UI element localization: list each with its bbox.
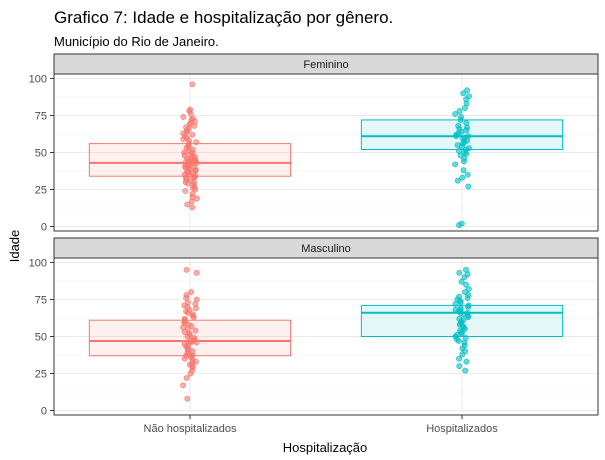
data-point <box>460 167 467 174</box>
y-tick-label: 75 <box>35 294 47 306</box>
panel-border <box>53 73 599 232</box>
data-point <box>456 315 463 322</box>
data-point <box>455 122 462 129</box>
panel-border <box>53 257 599 416</box>
data-point <box>465 133 471 140</box>
data-point <box>189 204 196 211</box>
data-point <box>456 108 463 114</box>
y-tick-label: 25 <box>35 185 47 197</box>
facet-strip-label: Masculino <box>301 243 351 255</box>
data-point <box>454 142 461 148</box>
data-point <box>456 269 463 276</box>
data-point <box>183 375 190 381</box>
data-point <box>462 367 469 374</box>
data-point <box>459 174 466 181</box>
data-point <box>452 111 459 117</box>
data-point <box>466 145 472 151</box>
data-point <box>192 327 199 334</box>
data-point <box>462 335 469 341</box>
data-point <box>189 191 196 197</box>
data-point <box>463 358 470 365</box>
data-point <box>464 309 471 316</box>
data-point <box>462 289 468 295</box>
data-point <box>452 306 459 313</box>
x-tick-label: Não hospitalizados <box>144 423 237 435</box>
data-point <box>458 278 465 285</box>
data-point <box>466 93 472 100</box>
chart-subtitle: Município do Rio de Janeiro. <box>54 34 219 49</box>
data-point <box>191 335 198 341</box>
data-point <box>464 171 471 178</box>
data-point <box>184 395 191 402</box>
data-point <box>189 311 196 318</box>
data-point <box>189 146 196 153</box>
data-point <box>184 201 191 208</box>
data-point <box>193 269 200 276</box>
y-tick-label: 50 <box>35 332 47 344</box>
data-point <box>189 81 196 88</box>
data-point <box>452 161 459 168</box>
data-point <box>457 305 464 312</box>
chart-title: Grafico 7: Idade e hospitalização por gê… <box>54 8 393 27</box>
data-point <box>463 266 469 273</box>
y-tick-label: 75 <box>35 110 47 122</box>
y-tick-label: 50 <box>35 148 47 160</box>
facet-panel: Feminino 0 25 50 75 100 <box>29 53 599 234</box>
data-point <box>180 114 187 120</box>
data-point <box>181 341 188 347</box>
data-point <box>458 220 465 227</box>
data-point <box>465 302 472 309</box>
y-tick-label: 100 <box>29 257 47 269</box>
data-point <box>193 296 200 303</box>
data-point <box>189 131 196 138</box>
data-point <box>464 87 470 94</box>
data-point <box>456 363 463 370</box>
data-point <box>187 106 194 113</box>
data-point <box>458 114 464 120</box>
y-axis-title: Idade <box>7 230 22 263</box>
data-point <box>193 139 200 146</box>
data-point <box>183 266 190 273</box>
data-point <box>463 281 469 288</box>
data-point <box>181 315 188 322</box>
data-point <box>456 355 462 362</box>
data-point <box>188 289 195 295</box>
x-axis-title: Hospitalização <box>283 440 368 455</box>
y-tick-label: 0 <box>41 222 47 234</box>
y-tick-label: 25 <box>35 369 47 381</box>
facet-panels: Feminino 0 25 50 75 100 Masculino 0 25 50 75 100 Não… <box>29 53 599 435</box>
data-point <box>463 119 470 126</box>
y-tick-label: 0 <box>41 406 47 418</box>
data-point <box>465 286 472 293</box>
data-point <box>456 148 462 154</box>
data-point <box>465 183 472 190</box>
facet-strip-label: Feminino <box>303 59 348 71</box>
data-point <box>453 332 460 338</box>
data-point <box>180 382 186 389</box>
data-point <box>182 188 189 194</box>
data-point <box>456 293 463 300</box>
facet-panel: Masculino 0 25 50 75 100 <box>29 237 599 418</box>
x-tick-label: Hospitalizados <box>426 423 498 435</box>
data-point <box>454 177 461 184</box>
y-tick-label: 100 <box>29 73 47 85</box>
data-point <box>183 292 190 298</box>
data-point <box>460 90 467 97</box>
